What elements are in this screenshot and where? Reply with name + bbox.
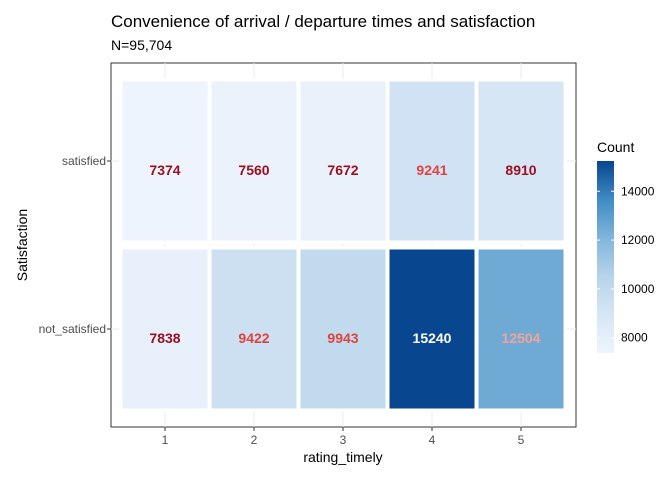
legend-tick-label: 14000 [621, 184, 655, 198]
heatmap-cell [297, 78, 389, 244]
heatmap-cell [208, 78, 300, 244]
cell-value-label: 8910 [505, 162, 536, 178]
x-tick-label: 3 [340, 433, 347, 447]
y-tick-label: satisfied [62, 154, 106, 168]
legend-title: Count [597, 139, 634, 155]
cell-value-label: 9422 [238, 330, 269, 346]
y-tick-label: not_satisfied [39, 322, 106, 336]
x-tick-label: 2 [251, 433, 258, 447]
x-tick-label: 1 [162, 433, 169, 447]
cell-value-label: 7374 [149, 162, 180, 178]
chart-subtitle: N=95,704 [111, 37, 173, 53]
legend-tick-label: 8000 [621, 331, 648, 345]
heatmap-cell [208, 246, 300, 412]
cell-value-label: 12504 [502, 330, 541, 346]
legend-tick-label: 12000 [621, 233, 655, 247]
x-axis-title: rating_timely [303, 449, 382, 465]
heatmap-cell [475, 246, 567, 412]
x-tick-label: 4 [429, 433, 436, 447]
heatmap-cell [475, 78, 567, 244]
heatmap-cell [386, 78, 478, 244]
cell-value-label: 7672 [327, 162, 358, 178]
heatmap-cell [119, 246, 211, 412]
chart-title: Convenience of arrival / departure times… [111, 12, 536, 31]
cell-value-label: 9943 [327, 330, 358, 346]
legend-tick-label: 10000 [621, 282, 655, 296]
cell-value-label: 7560 [238, 162, 269, 178]
heatmap-cell [386, 246, 478, 412]
heatmap-cell [119, 78, 211, 244]
heatmap-cells [119, 78, 567, 412]
cell-labels: 7374 7560 7672 9241 8910 7838 9422 9943 15240 125… [149, 162, 540, 346]
y-axis-title: Satisfaction [14, 209, 30, 281]
color-legend: Count 8000 10000 12000 14000 [597, 139, 655, 353]
x-axis-ticks: 1 2 3 4 5 [162, 427, 525, 447]
y-axis-ticks: satisfied not_satisfied [39, 154, 111, 336]
cell-value-label: 7838 [149, 330, 180, 346]
heatmap-cell [297, 246, 389, 412]
x-tick-label: 5 [518, 433, 525, 447]
cell-value-label: 15240 [413, 330, 452, 346]
legend-colorbar [597, 161, 614, 353]
cell-value-label: 9241 [416, 162, 447, 178]
